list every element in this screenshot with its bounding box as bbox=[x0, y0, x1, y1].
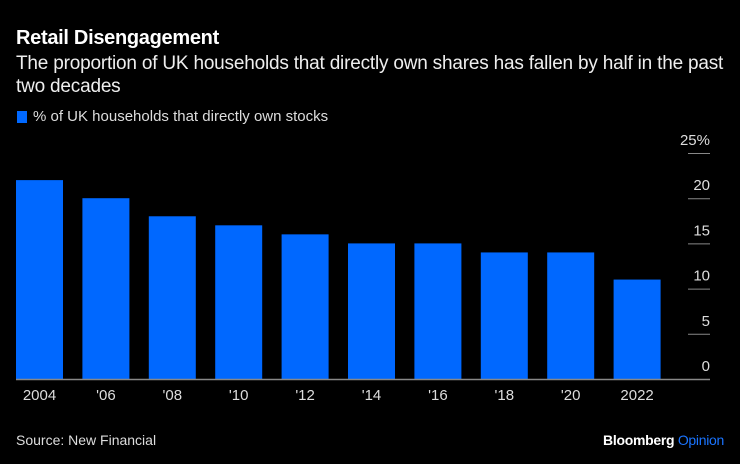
legend: % of UK households that directly own sto… bbox=[17, 108, 328, 125]
y-tick-label: 20 bbox=[693, 177, 710, 194]
chart-subtitle: The proportion of UK households that dir… bbox=[16, 53, 724, 97]
bar-10 bbox=[215, 225, 263, 379]
y-tick-label: 5 bbox=[702, 313, 710, 330]
bar-14 bbox=[348, 243, 395, 379]
y-tick-label: 15 bbox=[693, 222, 710, 239]
x-tick-label: 2022 bbox=[620, 387, 653, 404]
bar-20 bbox=[547, 252, 595, 379]
brand-logo: Bloomberg Opinion bbox=[603, 432, 724, 448]
brand-main: Bloomberg bbox=[603, 432, 675, 448]
x-tick-label: '16 bbox=[428, 387, 448, 404]
brand-accent: Opinion bbox=[677, 432, 724, 448]
x-tick-label: '06 bbox=[96, 387, 116, 404]
bar-06 bbox=[82, 198, 130, 379]
source-note: Source: New Financial bbox=[16, 432, 157, 448]
x-tick-label: '20 bbox=[561, 387, 581, 404]
bar-12 bbox=[281, 234, 329, 379]
x-tick-label: '08 bbox=[163, 387, 183, 404]
y-tick-label: 0 bbox=[702, 358, 710, 375]
bar-2004 bbox=[16, 180, 63, 379]
x-tick-label: '12 bbox=[295, 387, 315, 404]
legend-label: % of UK households that directly own sto… bbox=[33, 108, 329, 125]
x-tick-label: 2004 bbox=[23, 387, 56, 404]
y-tick-label: 25% bbox=[680, 132, 710, 149]
x-tick-label: '14 bbox=[362, 387, 382, 404]
bar-16 bbox=[414, 243, 462, 379]
bar-08 bbox=[148, 216, 196, 379]
x-tick-label: '10 bbox=[229, 387, 249, 404]
bar-2022 bbox=[613, 279, 661, 379]
x-tick-label: '18 bbox=[495, 387, 515, 404]
chart-title: Retail Disengagement bbox=[16, 27, 219, 49]
bar-18 bbox=[480, 252, 528, 379]
legend-swatch bbox=[17, 110, 27, 123]
y-tick-label: 10 bbox=[693, 268, 710, 285]
